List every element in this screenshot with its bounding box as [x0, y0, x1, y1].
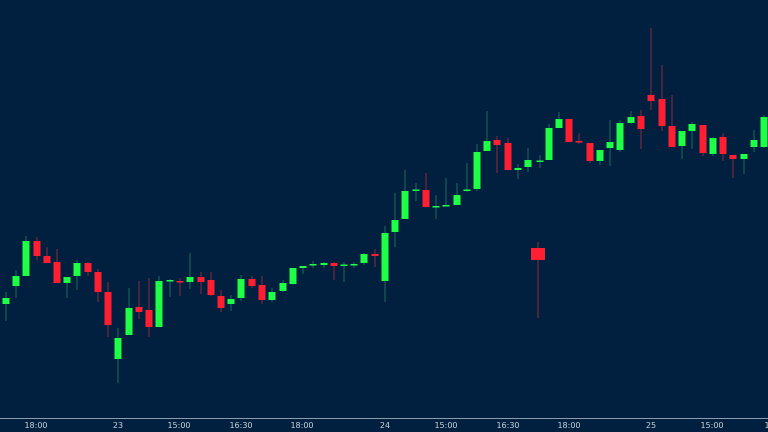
- candle-down: [104, 282, 112, 337]
- x-tick-label: 15:00: [700, 421, 724, 430]
- x-tick-label: 24: [379, 421, 391, 430]
- candle-up: [360, 253, 368, 265]
- candles-plot: [2, 28, 768, 383]
- candle-up: [412, 183, 420, 201]
- candle-up: [750, 130, 758, 152]
- candle-down: [197, 272, 205, 294]
- candle-up: [688, 122, 696, 149]
- candle-down: [135, 281, 143, 319]
- candle-down: [565, 119, 573, 142]
- candle-down: [729, 155, 737, 178]
- candle-up: [73, 260, 81, 290]
- candle-up: [114, 328, 122, 383]
- candle-up: [524, 148, 532, 172]
- x-tick-label: 15:00: [434, 421, 458, 430]
- candle-up: [536, 155, 544, 168]
- candle-up: [760, 115, 768, 148]
- candle-up: [289, 268, 297, 285]
- x-tick-label: 15:00: [167, 421, 191, 430]
- candle-up: [596, 150, 604, 165]
- candle-down: [371, 249, 379, 267]
- candle-down: [647, 28, 655, 110]
- candle-up: [391, 193, 399, 247]
- candle-up: [63, 277, 71, 298]
- x-axis: 18:00 23 15:00 16:30 18:00 24 15:00 16:30 18:00 2…: [0, 419, 768, 432]
- candle-up: [22, 236, 30, 276]
- candle-up: [350, 262, 358, 268]
- candle-up: [320, 262, 328, 268]
- candle-up: [483, 111, 491, 151]
- candle-down: [217, 290, 225, 312]
- candle-down: [43, 247, 51, 263]
- candle-down: [658, 65, 666, 131]
- candle-down: [258, 276, 266, 304]
- candle-down: [668, 95, 676, 147]
- x-tick-label: 18:00: [24, 421, 48, 430]
- candle-up: [381, 226, 389, 302]
- candle-up: [473, 144, 481, 191]
- candle-down: [53, 249, 61, 283]
- candle-down: [493, 136, 501, 173]
- candlestick-chart[interactable]: [0, 0, 768, 418]
- candle-down: [719, 133, 727, 161]
- candle-up: [453, 183, 461, 205]
- candle-up: [166, 279, 174, 297]
- candle-up: [279, 280, 287, 292]
- x-tick-label: 23: [112, 421, 124, 430]
- candle-up: [678, 131, 686, 159]
- candle-down: [504, 138, 512, 170]
- candle-down: [422, 173, 430, 207]
- candle-down: [637, 110, 645, 149]
- candle-down: [84, 262, 92, 276]
- candle-up: [186, 253, 194, 289]
- candle-up: [555, 112, 563, 128]
- candle-down: [176, 278, 184, 296]
- candle-down: [575, 133, 583, 144]
- candle-up: [268, 288, 276, 302]
- x-axis-line: [0, 418, 768, 419]
- candle-down: [207, 272, 215, 296]
- candle-up: [12, 270, 20, 298]
- candle-up: [155, 276, 163, 327]
- candle-up: [545, 124, 553, 160]
- candle-up: [237, 275, 245, 301]
- candle-up: [340, 262, 348, 282]
- candle-up: [442, 178, 450, 207]
- candle-up: [514, 164, 522, 179]
- candle-down: [586, 143, 594, 163]
- candle-up: [309, 261, 317, 268]
- x-tick-label: 18:00: [557, 421, 581, 430]
- candle-down: [330, 262, 338, 280]
- candle-down: [145, 278, 153, 337]
- candle-up: [740, 154, 748, 174]
- candle-down: [531, 242, 545, 318]
- candle-up: [401, 170, 409, 219]
- x-tick-label: 16:30: [229, 421, 253, 430]
- candle-down: [699, 125, 707, 156]
- candle-up: [125, 288, 133, 335]
- x-tick-label: 1: [764, 421, 768, 430]
- candle-down: [94, 269, 102, 302]
- candle-down: [248, 276, 256, 288]
- candle-up: [463, 163, 471, 192]
- candle-up: [227, 295, 235, 311]
- x-tick-label: 16:30: [496, 421, 520, 430]
- candle-up: [627, 111, 635, 124]
- candle-up: [2, 292, 10, 321]
- x-tick-label: 25: [645, 421, 657, 430]
- x-tick-label: 18:00: [290, 421, 314, 430]
- candle-up: [432, 195, 440, 219]
- candle-up: [616, 120, 624, 152]
- candle-up: [606, 120, 614, 166]
- candle-up: [299, 266, 307, 274]
- candle-up: [709, 137, 717, 156]
- candle-down: [33, 237, 41, 260]
